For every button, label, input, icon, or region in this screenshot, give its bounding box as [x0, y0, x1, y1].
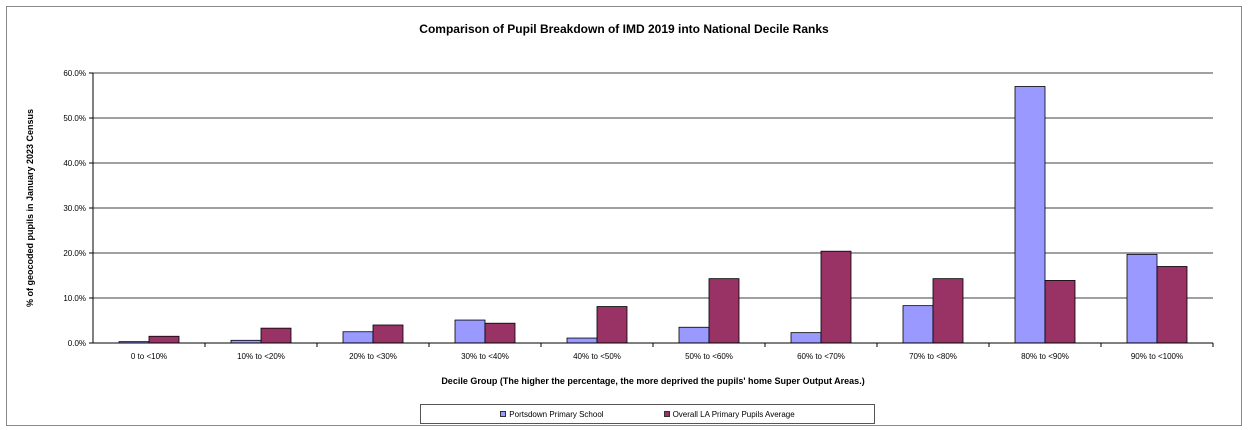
x-tick-label: 90% to <100% — [1131, 352, 1183, 361]
legend-label-school: Portsdown Primary School — [509, 409, 604, 419]
x-tick-label: 80% to <90% — [1021, 352, 1069, 361]
bar-school — [790, 332, 822, 344]
bar-school — [1126, 253, 1158, 344]
x-tick-label: 50% to <60% — [685, 352, 733, 361]
legend-swatch-school — [500, 411, 507, 417]
tick-labels: 0.0% 10.0% 20.0% 30.0% 40.0% 50.0% 60.0% 0 to <… — [63, 69, 1183, 361]
legend-swatch-la-average — [663, 411, 670, 417]
y-tick-label: 20.0% — [63, 249, 86, 258]
bar-la-average — [148, 335, 180, 344]
bar-school — [342, 331, 374, 344]
legend: Portsdown Primary School Overall LA Prim… — [420, 404, 875, 424]
legend-item-la-average: Overall LA Primary Pupils Average — [663, 409, 795, 419]
bar-school — [454, 319, 486, 344]
bar-school — [902, 305, 934, 344]
bar-la-average — [1044, 280, 1076, 344]
bar-la-average — [260, 327, 292, 344]
x-tick-label: 40% to <50% — [573, 352, 621, 361]
x-tick-label: 0 to <10% — [131, 352, 167, 361]
x-tick-label: 70% to <80% — [909, 352, 957, 361]
bar-school — [566, 337, 598, 344]
chart-title: Comparison of Pupil Breakdown of IMD 201… — [419, 22, 829, 36]
x-axis-label: Decile Group (The higher the percentage,… — [441, 376, 864, 386]
y-tick-label: 0.0% — [68, 339, 86, 348]
x-tick-label: 10% to <20% — [237, 352, 285, 361]
bar-school — [678, 326, 710, 344]
y-tick-label: 50.0% — [63, 114, 86, 123]
bar-la-average — [1156, 266, 1188, 344]
y-axis-label: % of geocoded pupils in January 2023 Cen… — [25, 109, 35, 307]
bars — [118, 86, 1188, 344]
bar-la-average — [596, 306, 628, 344]
bar-la-average — [484, 322, 516, 344]
y-tick-label: 60.0% — [63, 69, 86, 78]
x-tick-label: 60% to <70% — [797, 352, 845, 361]
bar-la-average — [708, 278, 740, 344]
bar-la-average — [932, 278, 964, 344]
legend-label-la-average: Overall LA Primary Pupils Average — [672, 409, 795, 419]
bar-la-average — [820, 250, 852, 344]
bar-la-average — [372, 324, 404, 344]
y-tick-label: 30.0% — [63, 204, 86, 213]
y-tick-label: 10.0% — [63, 294, 86, 303]
y-tick-label: 40.0% — [63, 159, 86, 168]
x-tick-label: 30% to <40% — [461, 352, 509, 361]
legend-item-school: Portsdown Primary School — [500, 409, 604, 419]
x-tick-label: 20% to <30% — [349, 352, 397, 361]
bar-school — [1014, 86, 1046, 344]
axes — [92, 73, 1213, 344]
